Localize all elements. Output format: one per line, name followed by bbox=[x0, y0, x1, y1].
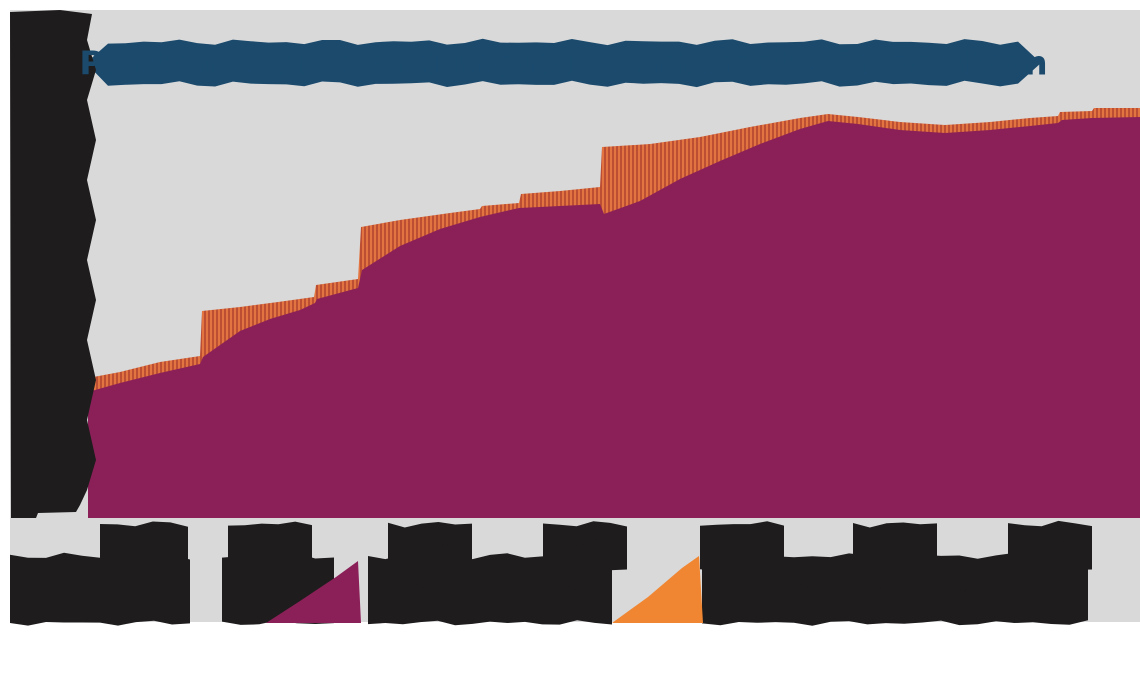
title-banner-blob bbox=[86, 38, 1041, 88]
legend-swatches bbox=[266, 556, 703, 623]
y-axis-label-blob bbox=[10, 10, 96, 518]
x-axis-and-legend-blobs bbox=[10, 520, 1092, 626]
area-series-group bbox=[88, 108, 1140, 518]
